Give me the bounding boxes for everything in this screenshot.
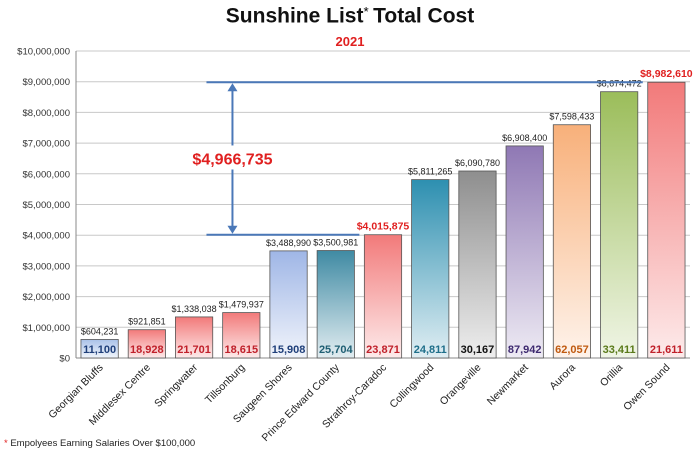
value-label: $3,488,990	[266, 238, 311, 248]
employee-count-label: 33,411	[603, 344, 636, 356]
employee-count-label: 18,615	[224, 344, 258, 356]
bars	[80, 81, 686, 359]
employee-count-label: 21,611	[650, 344, 683, 356]
value-label: $1,338,038	[172, 304, 217, 314]
y-tick-label: $2,000,000	[22, 292, 70, 303]
footnote-text: Empolyees Earning Salaries Over $100,000	[10, 438, 196, 449]
x-tick-label: Owen Sound	[621, 362, 673, 414]
bar	[127, 329, 166, 359]
value-label: $604,231	[81, 326, 119, 336]
chart-subtitle: 2021	[335, 34, 365, 49]
chart-title: Sunshine List* Total Cost	[0, 4, 700, 28]
value-labels: $604,231 $921,851 $1,338,038 $1,479,937 $3,4…	[81, 68, 693, 336]
value-label: $1,479,937	[219, 300, 264, 310]
x-tick-label: Aurora	[547, 362, 578, 393]
bar	[175, 316, 214, 359]
bar	[600, 91, 639, 359]
bar	[647, 81, 686, 359]
employee-count-label: 15,908	[272, 344, 306, 356]
difference-annotation: $4,966,735	[186, 81, 643, 236]
employee-count-label: 25,704	[319, 344, 354, 356]
bar	[505, 145, 544, 359]
y-tick-label: $3,000,000	[22, 261, 70, 272]
y-tick-label: $0	[59, 354, 70, 365]
x-tick-label: Tillsonburg	[203, 362, 248, 407]
x-tick-label: Springwater	[152, 361, 200, 409]
x-tick-label: Orillia	[598, 362, 626, 390]
value-label: $4,015,875	[357, 221, 410, 233]
x-tick-label: Newmarket	[485, 362, 531, 408]
bar	[269, 250, 308, 359]
y-tick-label: $4,000,000	[22, 231, 70, 242]
value-label: $6,090,780	[455, 158, 500, 168]
x-tick-label: Collingwood	[387, 362, 436, 411]
y-tick-label: $6,000,000	[22, 169, 70, 180]
annotation-arrow-down	[227, 225, 238, 234]
value-label: $8,982,610	[640, 68, 693, 80]
employee-count-label: 24,811	[414, 344, 447, 356]
title-asterisk: *	[363, 4, 369, 19]
employee-count-label: 23,871	[366, 344, 400, 356]
bar	[411, 179, 450, 359]
y-tick-label: $1,000,000	[22, 323, 70, 334]
value-label: $7,598,433	[549, 112, 594, 122]
footnote: * Empolyees Earning Salaries Over $100,0…	[4, 438, 195, 449]
bar	[363, 234, 403, 359]
employee-count-label: 30,167	[461, 344, 495, 356]
value-label: $6,908,400	[502, 133, 547, 143]
annotation-arrow-up	[227, 83, 238, 92]
y-tick-label: $8,000,000	[22, 108, 70, 119]
value-label: $3,500,981	[313, 238, 358, 248]
employee-count-label: 87,942	[508, 344, 542, 356]
y-tick-label: $5,000,000	[22, 200, 70, 211]
chart-title-suffix: Total Cost	[373, 4, 475, 28]
value-label: $8,674,472	[597, 79, 642, 89]
bar	[80, 339, 119, 359]
annotation-label: $4,966,735	[192, 151, 272, 168]
bar	[222, 312, 261, 359]
employee-count-label: 62,057	[555, 344, 589, 356]
y-tick-label: $7,000,000	[22, 139, 70, 150]
bar	[316, 250, 355, 359]
value-label: $921,851	[128, 317, 166, 327]
employee-count-labels: 11,100 18,928 21,701 18,615 15,908 25,704 23,8…	[83, 344, 683, 356]
employee-count-label: 21,701	[177, 344, 211, 356]
y-tick-label: $9,000,000	[22, 77, 70, 88]
footnote-asterisk: *	[4, 438, 8, 449]
value-label: $5,811,265	[408, 167, 452, 177]
x-tick-label: Orangeville	[438, 362, 484, 408]
bar	[458, 170, 497, 359]
chart-title-text: Sunshine List	[225, 4, 364, 28]
bar	[552, 124, 591, 359]
employee-count-label: 11,100	[83, 344, 116, 356]
y-tick-label: $10,000,000	[17, 47, 70, 58]
y-axis-tick-labels: $0 $1,000,000 $2,000,000 $3,000,000 $4,000,0…	[17, 47, 70, 365]
annotation-label-bg	[186, 145, 279, 170]
employee-count-label: 18,928	[130, 344, 164, 356]
x-tick-label: Prince Edward County	[260, 361, 343, 444]
